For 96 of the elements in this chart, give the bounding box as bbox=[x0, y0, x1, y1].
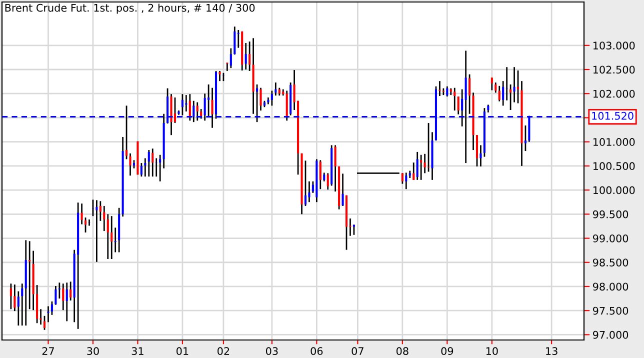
candlestick bbox=[308, 180, 310, 203]
candlestick bbox=[47, 306, 50, 323]
y-tick-label: 101.000 bbox=[593, 138, 635, 146]
candlestick bbox=[84, 216, 87, 234]
x-tick-label: 10 bbox=[486, 347, 498, 356]
candlestick bbox=[468, 74, 471, 115]
candlestick bbox=[129, 152, 132, 176]
candlestick bbox=[412, 162, 415, 181]
y-tick-label: 102.500 bbox=[593, 66, 635, 74]
candlestick bbox=[70, 280, 72, 302]
candlestick bbox=[237, 29, 240, 48]
candlestick bbox=[516, 70, 520, 104]
candlestick bbox=[50, 300, 53, 316]
candlestick bbox=[148, 149, 150, 178]
x-tick-label: 09 bbox=[441, 347, 454, 356]
candlestick bbox=[159, 154, 162, 182]
x-tick-label: 02 bbox=[218, 347, 230, 356]
candlestick bbox=[334, 144, 336, 192]
candlestick bbox=[21, 282, 24, 326]
candlestick bbox=[110, 215, 113, 260]
ref-line-label: 101.520 bbox=[592, 112, 634, 120]
candlestick bbox=[342, 172, 344, 207]
candlestick bbox=[494, 82, 497, 94]
x-tick-label: 03 bbox=[266, 347, 278, 356]
candlestick bbox=[188, 93, 191, 122]
candlestick bbox=[66, 282, 68, 322]
y-tick-label: 99.500 bbox=[592, 210, 628, 218]
chart-title: Brent Crude Fut. 1st. pos. , 2 hours, # 140 / 300 bbox=[5, 4, 255, 14]
candlestick bbox=[88, 218, 90, 226]
candlestick bbox=[17, 290, 20, 326]
candlestick bbox=[144, 158, 146, 178]
candlestick bbox=[416, 151, 418, 181]
x-tick-label: 13 bbox=[546, 347, 558, 356]
x-tick-label: 27 bbox=[42, 347, 54, 355]
x-tick-label: 07 bbox=[352, 347, 364, 356]
candlestick bbox=[428, 122, 430, 172]
candlestick bbox=[234, 26, 236, 56]
candlestick bbox=[211, 87, 214, 129]
y-tick-label: 100.500 bbox=[593, 162, 635, 170]
candlestick bbox=[286, 90, 288, 122]
candlestick bbox=[502, 80, 504, 106]
candlestick bbox=[506, 66, 508, 102]
candlestick bbox=[54, 285, 57, 306]
candlestick bbox=[80, 202, 83, 225]
candlestick bbox=[270, 90, 273, 106]
x-tick-label: 01 bbox=[176, 347, 188, 356]
y-tick-label: 102.000 bbox=[593, 90, 635, 98]
y-tick-label: 97.500 bbox=[592, 306, 628, 315]
candlestick bbox=[248, 40, 251, 72]
candlestick bbox=[513, 66, 516, 103]
candlestick bbox=[490, 77, 493, 91]
candlestick bbox=[480, 144, 482, 168]
candlestick bbox=[319, 159, 322, 190]
y-tick-label: 103.000 bbox=[593, 42, 635, 50]
y-tick-label: 100.000 bbox=[593, 186, 635, 194]
x-tick-label: 06 bbox=[310, 347, 323, 356]
candlestick bbox=[103, 205, 106, 232]
candlestick bbox=[10, 282, 12, 310]
y-tick-label: 98.500 bbox=[592, 258, 628, 266]
candlestick bbox=[152, 148, 154, 178]
candlestick bbox=[96, 199, 98, 263]
candlestick bbox=[498, 85, 500, 102]
candlestick bbox=[457, 96, 460, 116]
candlestick bbox=[62, 282, 64, 311]
candlestick bbox=[99, 200, 102, 222]
candlestick bbox=[446, 86, 448, 98]
candlestick bbox=[58, 282, 60, 300]
candlestick bbox=[218, 70, 221, 82]
candlestick bbox=[244, 42, 247, 70]
candlestick bbox=[260, 87, 262, 112]
x-tick-label: 08 bbox=[396, 347, 408, 356]
candlestick bbox=[126, 104, 128, 160]
candlestick bbox=[476, 134, 478, 168]
candlestick bbox=[401, 172, 404, 184]
x-tick-label: 31 bbox=[132, 347, 144, 356]
candlestick bbox=[405, 172, 408, 190]
candlestick bbox=[304, 160, 307, 207]
candlestick bbox=[174, 96, 176, 124]
candlestick bbox=[114, 226, 116, 253]
candlestick bbox=[420, 154, 422, 181]
candlestick bbox=[230, 48, 232, 69]
candlestick bbox=[326, 172, 329, 190]
candlestick bbox=[106, 213, 109, 260]
candlestick bbox=[28, 240, 31, 310]
x-tick-label: 30 bbox=[87, 347, 99, 356]
candlestick bbox=[92, 198, 94, 217]
candlestick bbox=[140, 162, 142, 178]
y-tick-label: 97.000 bbox=[592, 330, 628, 339]
candlestick bbox=[524, 124, 526, 152]
candlestick bbox=[424, 153, 426, 174]
candlestick bbox=[43, 315, 46, 331]
y-tick-label: 98.000 bbox=[592, 282, 628, 291]
candlestick bbox=[196, 102, 198, 122]
y-tick-label: 99.000 bbox=[592, 234, 628, 242]
candlestick bbox=[14, 284, 16, 312]
candlestick bbox=[454, 87, 456, 112]
